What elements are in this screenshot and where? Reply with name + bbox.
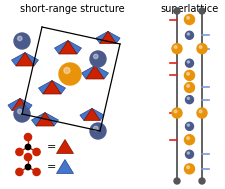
Circle shape (187, 137, 189, 139)
Polygon shape (36, 112, 54, 126)
Circle shape (187, 166, 189, 169)
Circle shape (197, 108, 207, 118)
Circle shape (25, 164, 31, 170)
Polygon shape (16, 53, 34, 66)
Circle shape (185, 122, 193, 130)
Polygon shape (108, 31, 120, 43)
Polygon shape (11, 53, 25, 66)
Polygon shape (43, 81, 61, 94)
Polygon shape (86, 66, 104, 79)
Circle shape (14, 106, 30, 122)
Text: superlattice: superlattice (161, 4, 219, 14)
Circle shape (185, 31, 193, 39)
Circle shape (185, 59, 193, 67)
Polygon shape (20, 98, 32, 111)
Circle shape (174, 178, 180, 184)
Polygon shape (100, 31, 116, 43)
Circle shape (90, 123, 106, 139)
Polygon shape (80, 108, 92, 121)
Circle shape (187, 97, 189, 99)
Circle shape (24, 153, 32, 161)
Circle shape (187, 61, 189, 63)
Circle shape (187, 152, 189, 154)
Polygon shape (59, 40, 77, 54)
Circle shape (94, 126, 98, 131)
Circle shape (199, 46, 202, 48)
Circle shape (25, 144, 31, 150)
Polygon shape (25, 53, 38, 66)
Circle shape (172, 108, 182, 118)
Circle shape (199, 8, 205, 14)
Circle shape (33, 168, 40, 176)
Polygon shape (38, 81, 52, 94)
Circle shape (18, 109, 22, 114)
Polygon shape (56, 160, 74, 174)
Circle shape (187, 124, 189, 126)
Circle shape (16, 148, 23, 156)
Circle shape (184, 70, 194, 80)
Polygon shape (84, 108, 100, 121)
Circle shape (174, 110, 177, 113)
Circle shape (184, 164, 194, 174)
Circle shape (185, 150, 193, 158)
Circle shape (64, 67, 70, 74)
Text: short-range structure: short-range structure (20, 4, 124, 14)
Text: =: = (47, 162, 57, 172)
Circle shape (199, 178, 205, 184)
Circle shape (174, 8, 180, 14)
Polygon shape (68, 40, 81, 54)
Polygon shape (81, 66, 95, 79)
Circle shape (18, 36, 22, 41)
Circle shape (184, 15, 194, 25)
Circle shape (94, 54, 98, 59)
Polygon shape (32, 112, 45, 126)
Circle shape (187, 84, 189, 87)
Circle shape (187, 33, 189, 35)
Polygon shape (54, 40, 68, 54)
Text: =: = (47, 142, 57, 152)
Circle shape (33, 148, 40, 156)
Circle shape (24, 133, 32, 141)
Circle shape (199, 110, 202, 113)
Polygon shape (8, 98, 20, 111)
Polygon shape (92, 108, 104, 121)
Circle shape (184, 135, 194, 145)
Circle shape (187, 16, 189, 19)
Circle shape (90, 51, 106, 67)
Circle shape (187, 72, 189, 75)
Circle shape (16, 168, 23, 176)
Polygon shape (96, 31, 108, 43)
Circle shape (184, 83, 194, 92)
Polygon shape (45, 112, 58, 126)
Circle shape (174, 46, 177, 48)
Circle shape (172, 44, 182, 54)
Circle shape (185, 96, 193, 104)
Polygon shape (52, 81, 65, 94)
Polygon shape (56, 139, 74, 153)
Circle shape (14, 33, 30, 49)
Circle shape (59, 63, 81, 85)
Polygon shape (12, 98, 28, 111)
Circle shape (197, 44, 207, 54)
Polygon shape (95, 66, 108, 79)
